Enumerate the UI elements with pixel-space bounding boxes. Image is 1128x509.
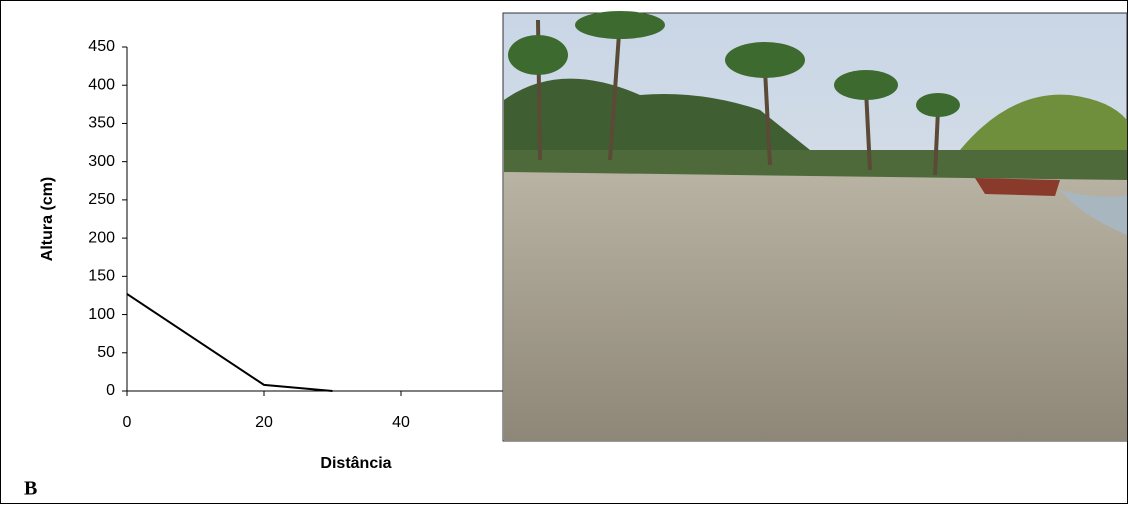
panel-label: B: [24, 478, 37, 500]
photo: [502, 11, 1128, 442]
x-tick-label: 0: [123, 414, 132, 431]
x-axis-label: Distância: [320, 455, 391, 472]
y-tick-label: 100: [88, 306, 115, 323]
y-tick-label: 400: [88, 76, 115, 93]
y-tick-label: 250: [88, 191, 115, 208]
y-tick-label: 350: [88, 115, 115, 132]
y-tick-label: 450: [88, 38, 115, 55]
y-tick-label: 0: [106, 382, 115, 399]
y-tick-label: 300: [88, 153, 115, 170]
y-tick-label: 50: [97, 344, 115, 361]
x-tick-label: 40: [392, 414, 410, 431]
y-tick-label: 200: [88, 229, 115, 246]
plot-area: 0 50 100 150 200 250 300 350 400 450 0 20 40: [88, 38, 538, 431]
line: [126, 293, 333, 392]
x-tick-label: 20: [255, 414, 273, 431]
y-tick-label: 150: [88, 268, 115, 285]
y-axis-label: Altura (cm): [39, 177, 56, 261]
